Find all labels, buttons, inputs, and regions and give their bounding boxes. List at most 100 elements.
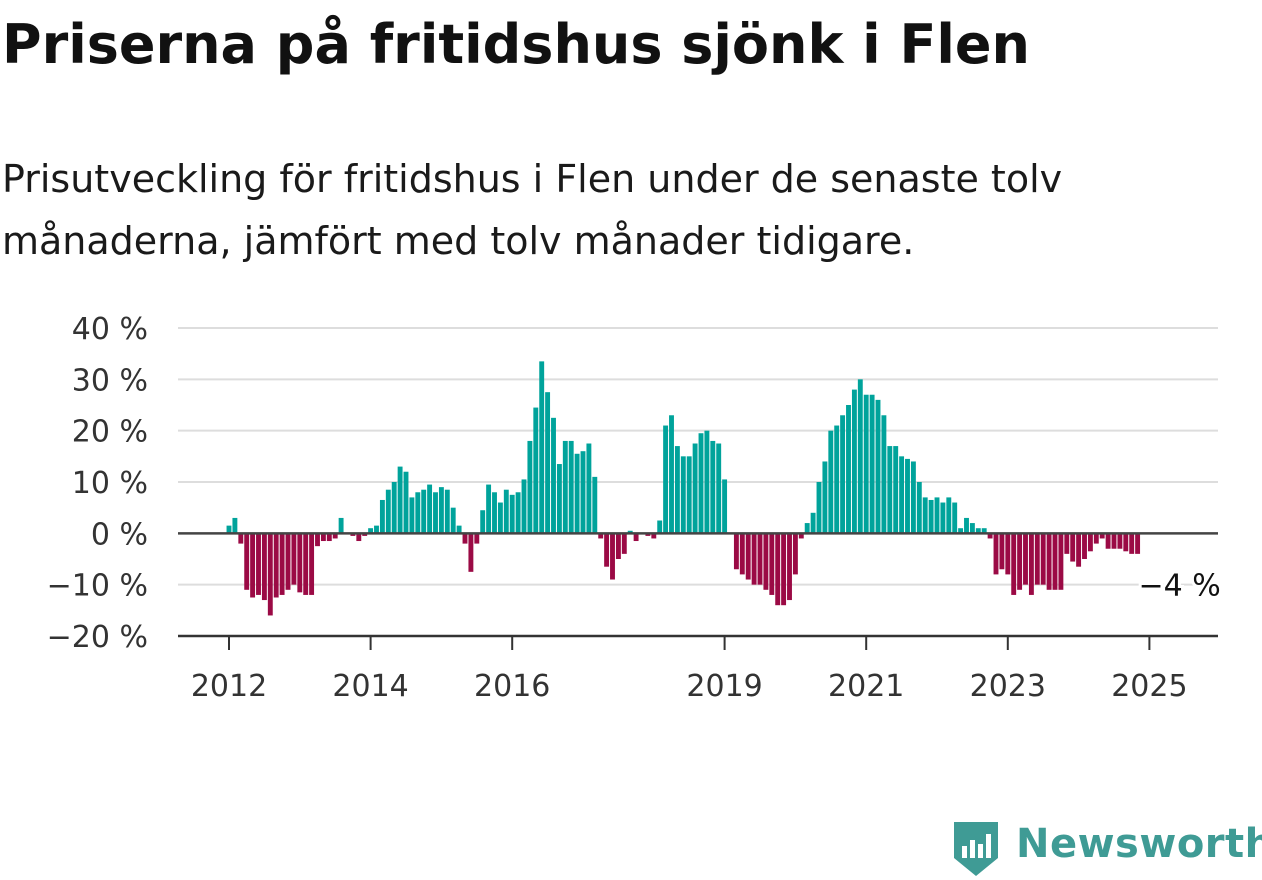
bar [397,466,403,534]
axes [178,532,1218,650]
bar [409,497,415,534]
bar [999,533,1005,570]
bar [863,394,869,534]
bar [356,533,362,542]
bar [438,487,444,534]
bar [586,443,592,534]
bar [521,479,527,534]
bar [869,394,875,534]
bar [1105,533,1111,549]
bar [385,489,391,534]
y-tick-label: 30 % [72,363,148,398]
bar [722,479,728,534]
bar [244,533,250,590]
bar [775,533,781,606]
bar [562,440,568,534]
bar [315,533,320,547]
bar [1111,533,1117,549]
bar [657,520,663,534]
bar [503,489,509,534]
bar [875,399,881,534]
bar [267,533,273,616]
bar [798,533,804,539]
bar [733,533,739,570]
bar [739,533,745,575]
bar [362,533,368,536]
bar [574,453,580,534]
bar [1040,533,1046,585]
bar [433,492,438,534]
bar [816,482,822,534]
bar [456,525,462,534]
y-tick-label: −20 % [47,620,148,655]
bar [604,533,610,567]
bar [391,482,397,534]
bar [905,458,910,534]
bar [893,446,899,534]
x-tick-label: 2014 [332,669,408,704]
bar [958,528,964,534]
bar [946,497,952,534]
bar [887,446,893,534]
chart-title: Priserna på fritidshus sjönk i Flen [2,13,1030,76]
bar [916,482,922,534]
bar [964,517,969,534]
x-tick-label: 2023 [970,669,1046,704]
newsworthy-logo-icon [954,822,998,876]
bar [497,502,503,534]
bars [226,361,1141,616]
bar [374,525,379,534]
bar [527,440,533,534]
bar [1017,533,1023,590]
bar [545,392,551,534]
bar [403,471,409,534]
x-tick-label: 2019 [686,669,762,704]
bar [1082,533,1087,559]
bar [350,533,356,536]
bar [828,430,834,534]
bar [509,494,515,534]
bar [415,492,421,534]
bar [663,425,669,534]
bar [881,415,887,534]
bar [934,497,940,534]
bar [633,533,639,542]
bar [846,405,851,534]
bar [787,533,792,601]
bar [1123,533,1129,552]
bar [698,433,704,534]
bar-chart: 40 %30 %20 %10 %0 %−10 %−20 % 2012 2014 20… [47,312,1224,704]
bar [704,430,710,534]
bar [256,533,261,595]
bar [598,533,604,539]
bar [539,361,545,534]
x-tick-label: 2016 [474,669,550,704]
bar [332,533,338,539]
bar [297,533,303,593]
bar [1076,533,1082,567]
bar [674,446,680,534]
bar [969,523,975,534]
bar [309,533,315,595]
bar [303,533,309,595]
y-tick-label: 10 % [72,466,148,501]
bar [273,533,279,598]
bar [981,528,987,534]
bar [669,415,674,534]
bar [922,497,928,534]
bar [1005,533,1011,575]
bar [551,417,556,534]
bar [533,407,539,534]
bar [1046,533,1052,590]
bar [745,533,751,580]
latest-value-label: −4 % [1138,569,1220,604]
bar [238,533,244,544]
bar [651,533,657,539]
bar [899,456,905,534]
bar [952,502,958,534]
bar [751,533,757,585]
bar [450,507,456,534]
bar [279,533,285,595]
bar [610,533,615,580]
bar [857,379,863,534]
